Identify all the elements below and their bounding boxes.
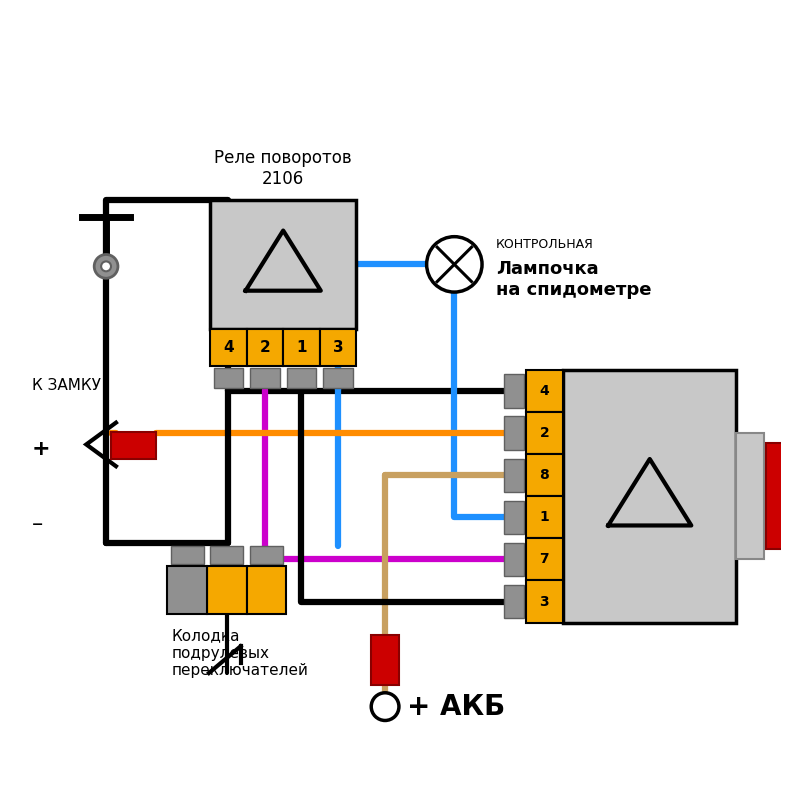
Text: Лампочка
на спидометре: Лампочка на спидометре (496, 260, 652, 298)
Text: 2: 2 (260, 340, 270, 355)
Bar (283, 329, 319, 367)
Text: 7: 7 (539, 553, 550, 567)
Bar (504, 458, 524, 492)
Bar (526, 496, 563, 539)
Bar (323, 368, 352, 388)
Text: 2: 2 (539, 426, 550, 440)
Text: 3: 3 (333, 340, 343, 355)
Bar (504, 374, 524, 408)
Text: 4: 4 (539, 385, 550, 398)
Text: 3: 3 (539, 594, 550, 608)
Bar (214, 368, 243, 388)
Bar (504, 585, 524, 619)
Bar (504, 542, 524, 576)
Text: + АКБ: + АКБ (407, 692, 505, 721)
Text: 8: 8 (539, 469, 550, 482)
Bar (319, 329, 356, 367)
Bar (526, 455, 563, 496)
Bar (210, 200, 356, 329)
Bar (526, 412, 563, 455)
Bar (504, 417, 524, 450)
Bar (287, 368, 316, 388)
Text: К ЗАМКУ: К ЗАМКУ (32, 378, 100, 392)
Bar (371, 635, 399, 685)
Bar (736, 433, 764, 560)
Bar (167, 566, 207, 614)
Bar (210, 546, 243, 564)
Bar (250, 368, 279, 388)
Bar (250, 546, 283, 564)
Bar (563, 371, 736, 623)
Bar (526, 539, 563, 580)
Text: 1: 1 (296, 340, 307, 355)
Bar (766, 444, 785, 550)
Text: Реле поворотов
2106: Реле поворотов 2106 (214, 149, 352, 188)
Text: КОНТРОЛЬНАЯ: КОНТРОЛЬНАЯ (496, 238, 593, 251)
Bar (246, 566, 287, 614)
Bar (526, 580, 563, 623)
Text: 1: 1 (539, 510, 550, 524)
Bar (170, 546, 204, 564)
Text: 4: 4 (223, 340, 234, 355)
Circle shape (426, 236, 482, 292)
Bar (207, 566, 246, 614)
Circle shape (94, 254, 118, 278)
Bar (246, 329, 283, 367)
Text: –: – (32, 513, 43, 534)
Text: +: + (32, 440, 50, 459)
Bar (210, 329, 246, 367)
Circle shape (371, 693, 399, 721)
Bar (504, 501, 524, 535)
Text: Колодка
подрулевых
переключателей: Колодка подрулевых переключателей (171, 629, 309, 678)
Circle shape (101, 261, 111, 272)
Bar (111, 432, 155, 459)
Bar (526, 371, 563, 412)
